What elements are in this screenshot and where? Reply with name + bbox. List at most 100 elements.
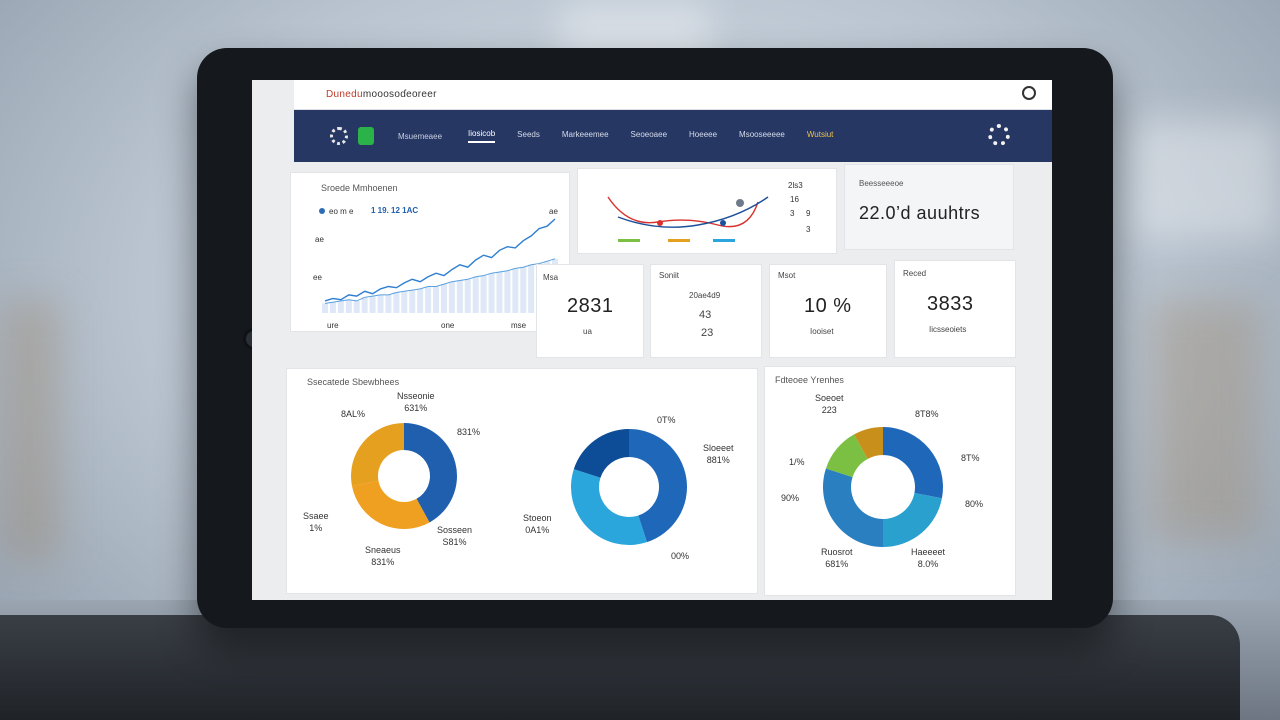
donut3-label: Soeoet 223 (815, 393, 844, 415)
legend-label: eo m e (329, 207, 354, 216)
kpi-card-2[interactable]: Msot 10 % Iooiset (769, 264, 887, 358)
kpi-sub: ua (583, 327, 592, 336)
area-bar (512, 268, 519, 313)
area-bar (329, 302, 336, 313)
gear-icon[interactable] (988, 124, 1010, 146)
kpi-label: Msot (778, 271, 796, 280)
nav-item-2[interactable]: Markeeemee (561, 130, 609, 139)
area-bar (504, 270, 511, 313)
donut2-label: Sloeeet 881% (703, 443, 734, 465)
title-bar: Dunedumooosoɗeoreer (294, 80, 1052, 110)
donut1-label: Sneaeus 831% (365, 545, 401, 567)
trend-legend-0: 2ls3 (788, 181, 803, 190)
trend-line-blue (617, 196, 769, 228)
donut-slice (351, 423, 404, 486)
summary-value: 22.0’d auuhtrs (859, 203, 981, 223)
area-bar (488, 273, 495, 313)
area-bar (377, 294, 384, 313)
area-bar (528, 264, 535, 313)
area-bar (361, 297, 368, 313)
donuts-right-title: Fdteoee Yrenhes (775, 375, 844, 385)
x-label: mse (511, 321, 527, 330)
nav-item-1[interactable]: Seeds (517, 130, 540, 139)
area-bar (401, 291, 408, 313)
kpi-value2: 43 (699, 309, 712, 321)
nav-item-0[interactable]: Iiosicob (468, 129, 496, 143)
area-bar (322, 303, 328, 313)
area-bar (425, 286, 432, 313)
nav-item-6[interactable]: Wutsiut (806, 130, 834, 139)
kpi-value: 3833 (927, 293, 974, 315)
donut-slice (351, 480, 430, 529)
area-bar (393, 292, 400, 313)
nav-item-4[interactable]: Hoeeee (689, 130, 718, 139)
donut1-label: 831% (457, 427, 481, 437)
donut-chart-3 (823, 427, 943, 547)
trend-right-1: 3 (806, 225, 811, 234)
line-legend-values: 1 19. 12 1AC (371, 206, 419, 215)
donut1-label: 8AL% (341, 409, 366, 419)
top-navigation: Msuemeaee Iiosicob Seeds Markeeemee Seoe… (294, 110, 1052, 162)
trend-point (736, 199, 744, 207)
y-label: ee (313, 273, 322, 282)
nav-item-3[interactable]: Seoeoaee (630, 130, 668, 139)
donut3-label: 1/% (789, 457, 805, 467)
trend-right-0: 9 (806, 209, 811, 218)
donut3-label: 8T8% (915, 409, 939, 419)
trend-baseline (618, 239, 640, 242)
kpi-card-1[interactable]: Soniit 20ae4d9 43 23 (650, 264, 762, 358)
area-bar (480, 275, 487, 313)
donut-slice (825, 434, 868, 478)
kpi-card-3[interactable]: Reced 3833 Iicsseoiets (894, 260, 1016, 358)
donut-slice (571, 469, 647, 545)
area-bar (409, 290, 416, 313)
summary-card: Beesseeeoe 22.0’d auuhtrs (844, 164, 1014, 250)
kpi-sub: Iooiset (810, 327, 834, 336)
nav-logo[interactable] (330, 127, 374, 145)
area-bar (353, 300, 360, 313)
nav-subtitle: Msuemeaee (398, 131, 443, 141)
series-line-0 (324, 218, 556, 302)
donuts-card-left: Ssecatede Sbewbhees Nsseonie 631% 8AL% S… (286, 368, 758, 594)
area-bar (337, 300, 344, 313)
donut3-label: Haeeeet 8.0% (911, 547, 946, 569)
line-legend: eo m e (319, 207, 353, 216)
trend-card: 2ls3 16 3 9 3 (577, 168, 837, 254)
donut1-label: Nsseonie 631% (397, 391, 435, 413)
line-chart (322, 218, 558, 313)
donuts-card-right: Fdteoee Yrenhes Soeoet 223 8T8% 8T% 1/% … (764, 366, 1016, 596)
line-card-title: Sroede Mmhoenen (321, 183, 398, 193)
kpi-label: Soniit (659, 271, 680, 280)
donut3-label: 90% (781, 493, 800, 503)
trend-legend-1: 16 (790, 195, 799, 204)
kpi-label: Reced (903, 269, 927, 278)
background-window (1130, 120, 1280, 240)
donuts-left-title: Ssecatede Sbewbhees (307, 377, 400, 387)
trend-sparkline (607, 196, 769, 242)
donut2-label: 00% (671, 551, 690, 561)
area-bar (385, 294, 392, 313)
series-line-1 (324, 258, 556, 304)
donut-slice (854, 427, 883, 459)
donut-slice (404, 423, 457, 523)
x-label: ure (327, 321, 339, 330)
donut-slice (823, 468, 883, 547)
donut2-label: 0T% (657, 415, 676, 425)
area-bar (345, 299, 352, 313)
kpi-label: Msa (543, 273, 559, 282)
area-bar (448, 281, 455, 313)
donut1-label: Sosseen S81% (437, 525, 473, 547)
dashboard-screen: Dunedumooosoɗeoreer Msuemeaee Iiosicob S… (252, 80, 1052, 600)
nav-item-5[interactable]: Msooseeeee (739, 130, 785, 139)
kpi-sub: Iicsseoiets (929, 325, 967, 334)
donut-slice (573, 429, 629, 478)
laptop-base (0, 615, 1240, 720)
kpi-card-0[interactable]: Msa 2831 ua (536, 264, 644, 358)
kpi-value: 2831 (567, 295, 614, 317)
settings-icon[interactable] (1022, 86, 1036, 100)
legend-dot-icon (319, 208, 325, 214)
donut3-label: 8T% (961, 453, 980, 463)
trend-line-red (607, 196, 759, 228)
x-label: one (441, 321, 455, 330)
donut3-label: Ruosrot 681% (821, 547, 853, 569)
